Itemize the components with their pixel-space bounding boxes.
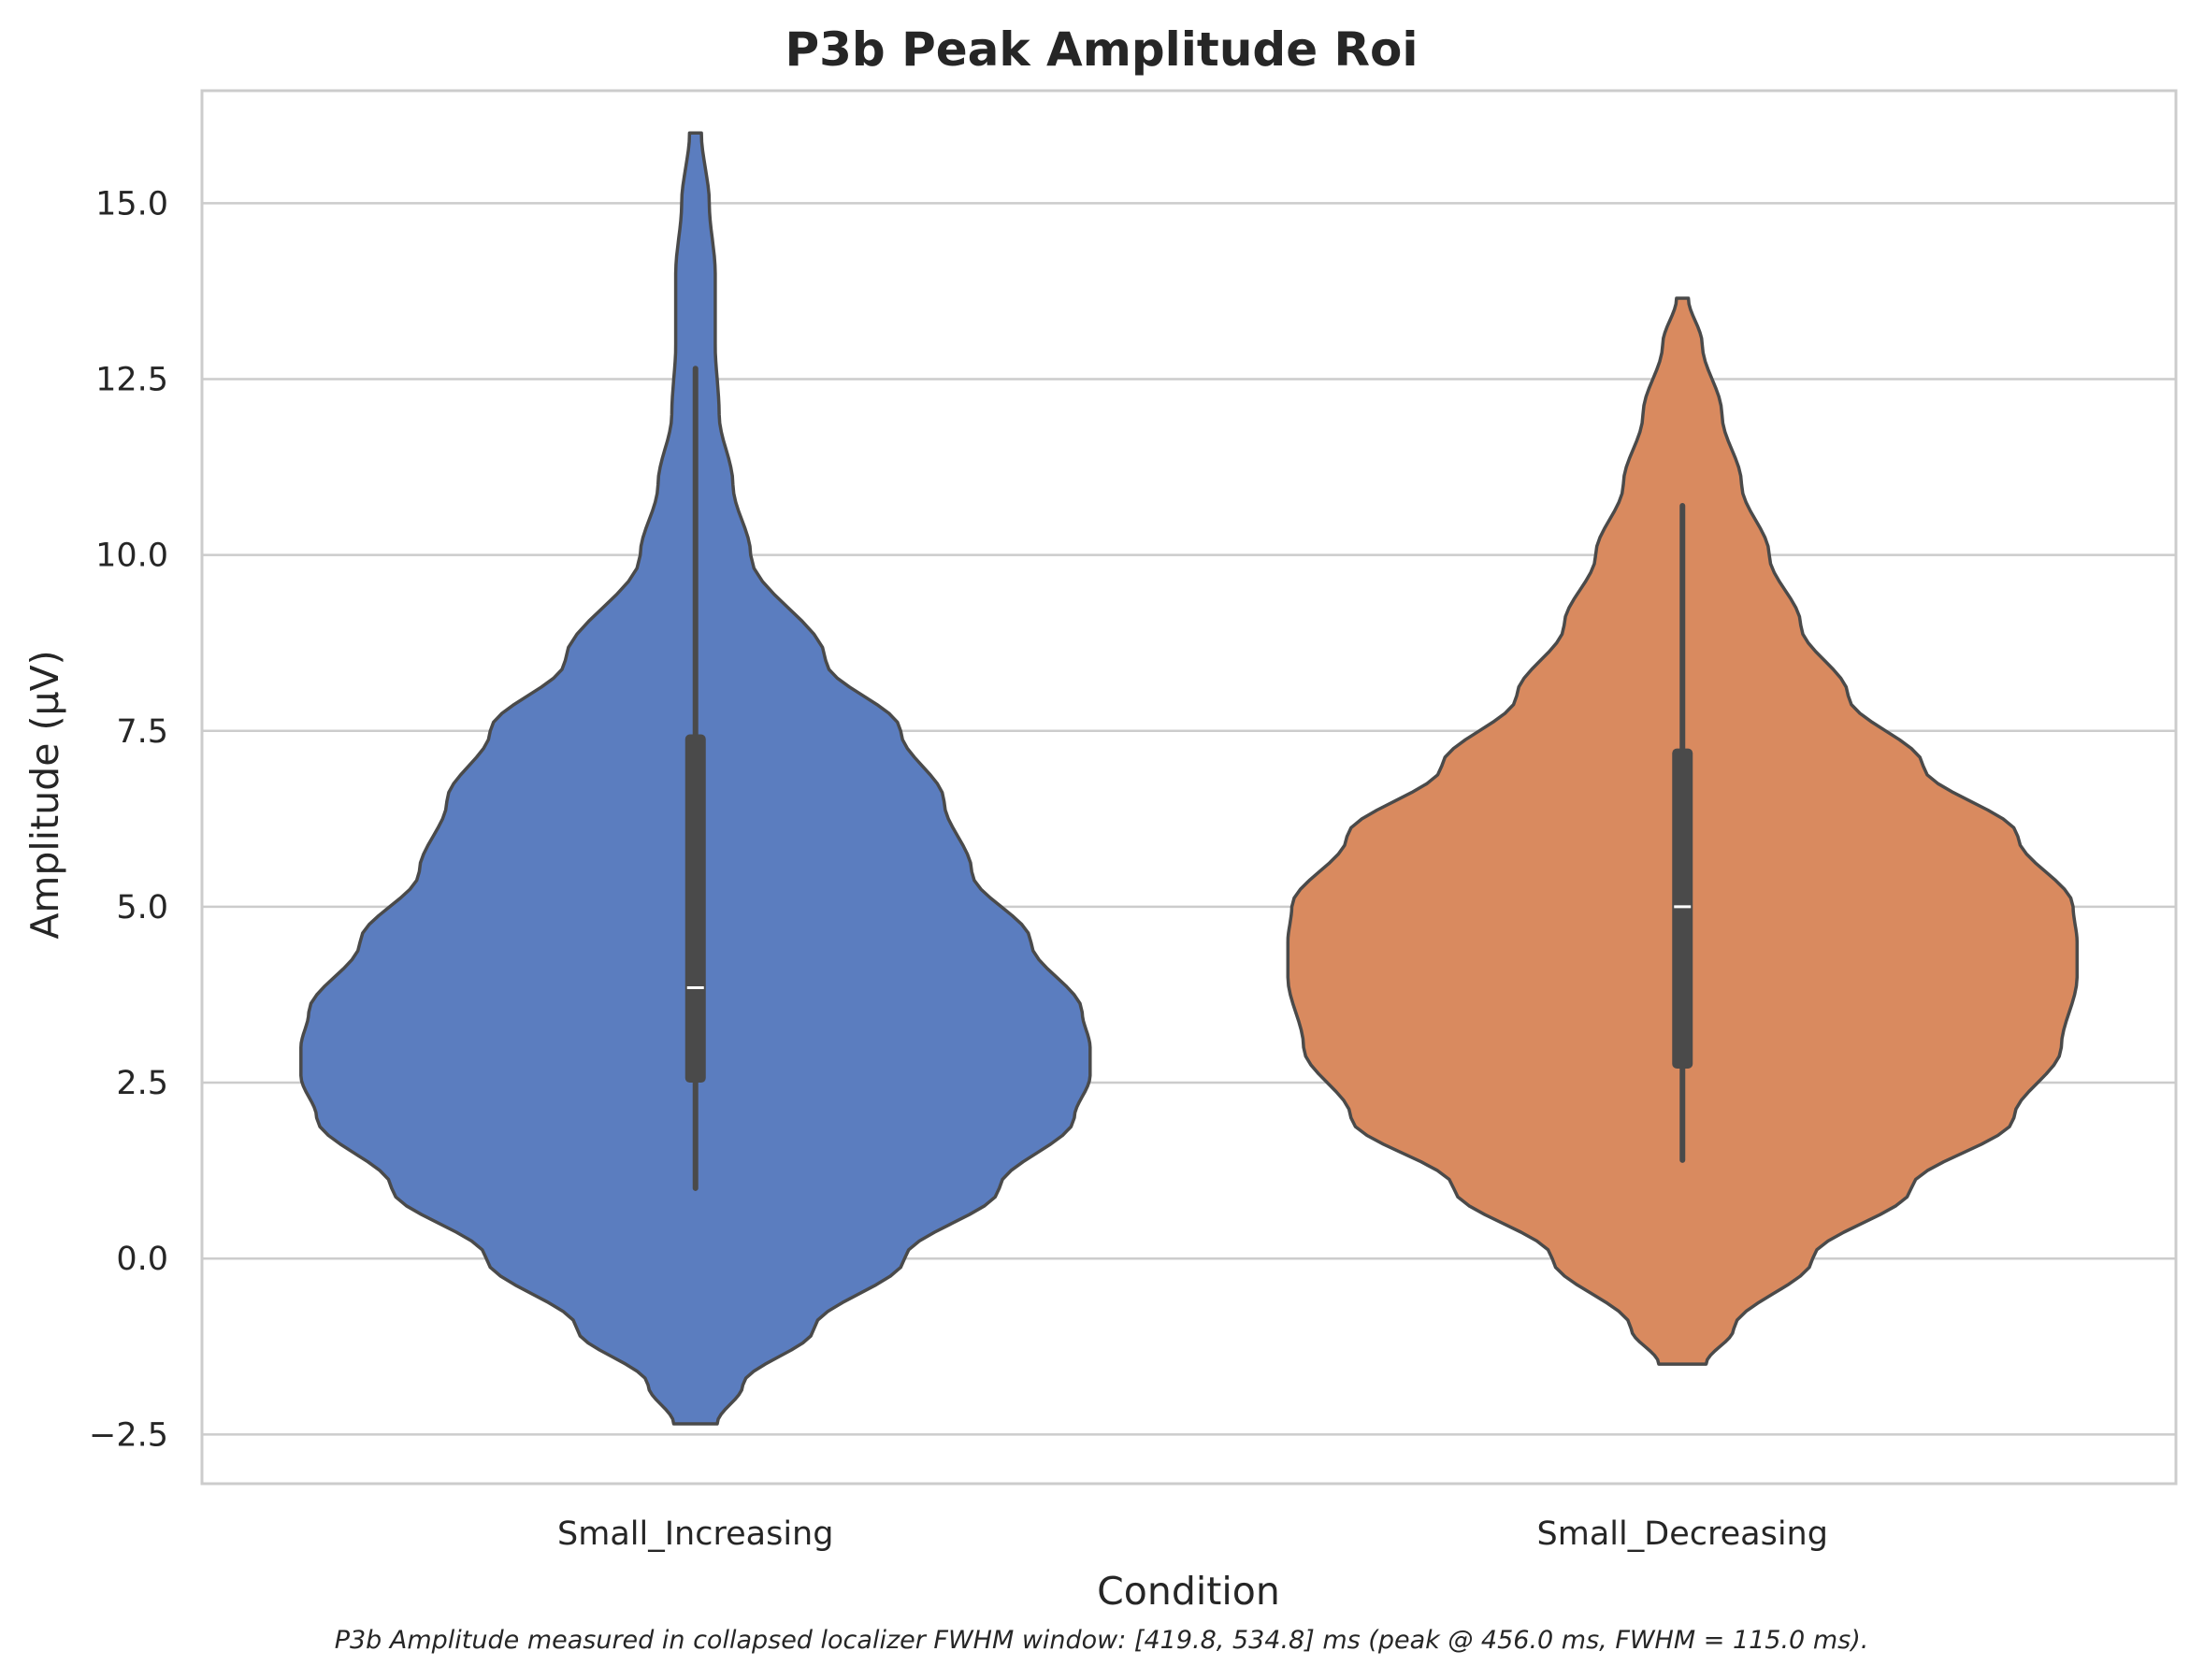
y-tick-label: 2.5 bbox=[116, 1065, 168, 1102]
y-tick-label: −2.5 bbox=[89, 1416, 168, 1454]
violins bbox=[299, 131, 2080, 1426]
y-tick-label: 7.5 bbox=[116, 713, 168, 751]
y-tick-labels: −2.5 0.0 2.5 5.0 7.5 10.0 12.5 15.0 bbox=[89, 185, 168, 1454]
y-tick-label: 5.0 bbox=[116, 889, 168, 926]
x-axis-label: Condition bbox=[1097, 1569, 1280, 1614]
plot-frame bbox=[200, 89, 2178, 1486]
inner-boxes bbox=[684, 366, 1693, 1191]
y-tick-label: 12.5 bbox=[95, 362, 168, 399]
iqr-box bbox=[684, 734, 706, 1084]
x-tick-label: Small_Increasing bbox=[557, 1515, 833, 1553]
chart-title: P3b Peak Amplitude Roi bbox=[785, 22, 1418, 77]
x-tick-labels: Small_Increasing Small_Decreasing bbox=[557, 1515, 1828, 1553]
chart-caption: P3b Amplitude measured in collapsed loca… bbox=[335, 1626, 1869, 1655]
y-tick-label: 10.0 bbox=[95, 538, 168, 575]
x-tick-label: Small_Decreasing bbox=[1537, 1515, 1828, 1553]
y-tick-label: 15.0 bbox=[95, 185, 168, 223]
iqr-box bbox=[1672, 748, 1693, 1070]
y-tick-label: 0.0 bbox=[116, 1241, 168, 1278]
y-axis-label: Amplitude (μV) bbox=[22, 650, 67, 939]
